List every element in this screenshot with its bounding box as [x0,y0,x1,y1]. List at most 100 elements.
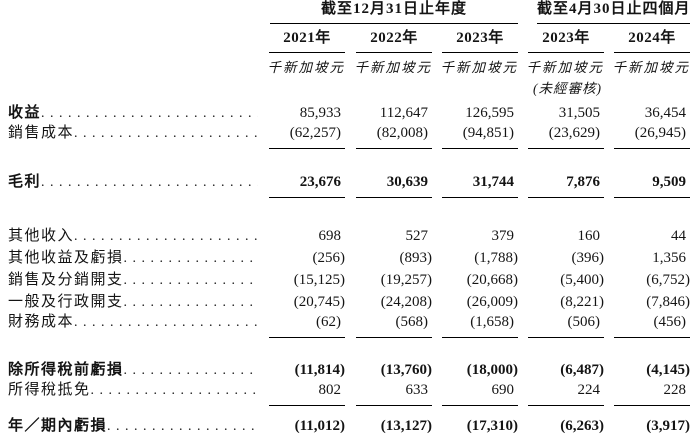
amount-cell: (7,846) [646,294,691,311]
amount-cell: (1,658) [432,312,518,338]
table-row-finance-costs: 財務成本 (62) (568) (1,658) (506) (456) [4,312,691,338]
amount-cell: (3,917) [646,418,691,435]
note-row: (未經審核) [4,80,690,101]
amount-cell: (94,851) [432,123,518,149]
table-row-loss-before-tax: 除所得稅前虧損 (11,814) (13,760) (18,000) (6,48… [4,358,690,380]
amount-cell: (8,221) [560,294,604,311]
dot-leader [41,104,258,123]
table-row-cost-of-sales: 銷售成本 (62,257) (82,008) (94,851) (23,629)… [4,123,691,149]
table-row-revenue: 收益 85,933 112,647 126,595 31,505 36,454 [4,101,690,123]
dot-leader [41,173,258,192]
amount-cell: (15,125) [293,272,345,289]
unaudited-note [258,80,345,101]
dot-leader [124,293,258,312]
row-label: 年／期內虧損 [8,418,108,435]
unaudited-note [432,80,518,101]
amount-cell: 1,356 [652,250,687,267]
table-row-general-admin-expenses: 一般及行政開支 (20,745) (24,208) (26,009) (8,22… [4,290,690,312]
amount-cell: (6,487) [560,362,604,379]
table-row-income-tax-credit: 所得稅抵免 802 633 690 224 228 [4,380,691,406]
unit-label: 千新加坡元 [354,60,432,76]
amount-cell: (24,208) [380,294,432,311]
amount-cell: 527 [405,228,429,245]
amount-cell: 44 [671,228,687,245]
row-label: 除所得稅前虧損 [8,362,124,379]
amount-cell: 698 [318,228,342,245]
dot-leader [124,361,258,380]
amount-cell: 23,676 [258,172,345,198]
amount-cell: (19,257) [380,272,432,289]
amount-cell: (11,012) [294,418,345,435]
amount-cell: 802 [258,380,345,406]
unaudited-note [604,80,690,101]
year-header-row: 2021年 2022年 2023年 2023年 2024年 [4,24,691,53]
amount-cell: 85,933 [299,105,341,122]
unaudited-note [345,80,432,101]
amount-cell: (256) [312,250,346,267]
amount-cell: (6,752) [646,272,691,289]
amount-cell: 30,639 [345,172,432,198]
year-column-header: 2023年 [432,24,518,53]
row-label: 其他收益及虧損 [8,250,124,267]
unit-label: 千新加坡元 [612,60,691,76]
amount-cell: (5,400) [560,272,604,289]
amount-cell: (396) [571,250,605,267]
amount-cell: (893) [399,250,433,267]
amount-cell: (13,760) [380,362,432,379]
unit-row: 千新加坡元 千新加坡元 千新加坡元 千新加坡元 千新加坡元 [4,53,690,80]
amount-cell: (4,145) [646,362,691,379]
period-group-header-four-months: 截至4月30日止四個月 [518,0,691,24]
year-column-header: 2021年 [258,24,345,53]
dot-leader [74,227,258,246]
unaudited-note: (未經審核) [533,81,602,97]
table-row-other-income: 其他收入 698 527 379 160 44 [4,224,690,246]
table-row-selling-distribution-expenses: 銷售及分銷開支 (15,125) (19,257) (20,668) (5,40… [4,268,690,290]
row-label: 財務成本 [8,314,75,331]
amount-cell: 224 [518,380,604,406]
table-row-loss-for-period: 年／期內虧損 (11,012) (13,127) (17,310) (6,263… [4,414,690,436]
period-group-row: 截至12月31日止年度 截至4月30日止四個月 [4,0,691,24]
row-label: 收益 [8,105,42,122]
amount-cell: (6,263) [560,418,604,435]
amount-cell: (20,668) [466,272,518,289]
amount-cell: (1,788) [474,250,518,267]
dot-leader [124,249,258,268]
amount-cell: 9,509 [604,172,691,198]
amount-cell: (11,814) [294,362,345,379]
amount-cell: 228 [604,380,691,406]
amount-cell: (82,008) [345,123,432,149]
row-label: 毛利 [8,174,42,191]
dot-leader [124,271,258,290]
amount-cell: (23,629) [518,123,604,149]
table-row-gross-profit: 毛利 23,676 30,639 31,744 7,876 9,509 [4,172,691,198]
amount-cell: 126,595 [465,105,514,122]
amount-cell: 160 [577,228,601,245]
row-label: 銷售及分銷開支 [8,272,124,289]
amount-cell: (506) [518,312,604,338]
amount-cell: (20,745) [293,294,345,311]
unit-label: 千新加坡元 [526,60,604,76]
row-label: 所得稅抵免 [8,382,91,399]
year-column-header: 2022年 [345,24,432,53]
amount-cell: 379 [491,228,515,245]
amount-cell: (568) [345,312,432,338]
amount-cell: (62,257) [258,123,345,149]
dot-leader [91,381,258,400]
amount-cell: 112,647 [379,105,428,122]
amount-cell: (62) [258,312,345,338]
amount-cell: (456) [604,312,691,338]
amount-cell: (13,127) [380,418,432,435]
amount-cell: (17,310) [466,418,518,435]
amount-cell: (26,945) [604,123,691,149]
table-row-other-gains-losses: 其他收益及虧損 (256) (893) (1,788) (396) 1,356 [4,246,690,268]
dot-leader [74,124,258,143]
unit-label: 千新加坡元 [440,60,518,76]
period-group-header-annual: 截至12月31日止年度 [258,0,518,24]
income-statement-table: 截至12月31日止年度 截至4月30日止四個月 2021年 2022年 2023… [4,0,691,436]
year-column-header: 2023年 [518,24,604,53]
row-label: 其他收入 [8,228,75,245]
dot-leader [74,313,258,332]
dot-leader [107,417,258,436]
amount-cell: 31,505 [558,105,600,122]
